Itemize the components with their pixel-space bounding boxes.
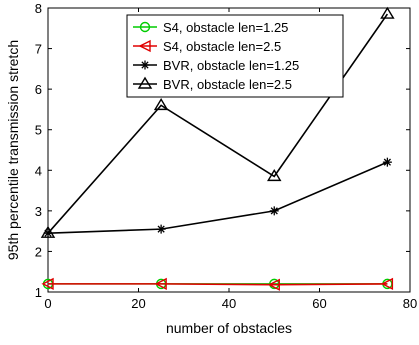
y-tick-label: 8 — [35, 1, 42, 16]
y-tick-label: 5 — [35, 123, 42, 138]
y-tick-label: 2 — [35, 244, 42, 259]
legend-box — [126, 14, 344, 98]
x-tick-label: 80 — [403, 296, 417, 311]
star-stroke — [157, 225, 165, 233]
legend-marker — [139, 21, 151, 33]
y-tick-label: 7 — [35, 42, 42, 57]
star-stroke — [141, 61, 149, 69]
legend-entry: BVR, obstacle len=2.5 — [163, 77, 292, 92]
legend-marker — [140, 60, 150, 70]
x-tick-label: 40 — [222, 296, 236, 311]
data-point — [380, 277, 394, 291]
data-point — [156, 224, 166, 234]
y-axis-label: 95th percentile transmission stretch — [5, 40, 21, 260]
legend-entry: S4, obstacle len=2.5 — [163, 39, 281, 54]
legend-entry: S4, obstacle len=1.25 — [163, 20, 288, 35]
data-point — [267, 169, 282, 182]
x-tick-label: 60 — [312, 296, 326, 311]
data-point — [40, 225, 56, 238]
y-tick-label: 1 — [35, 285, 42, 300]
data-point — [41, 277, 54, 291]
data-point — [380, 6, 395, 19]
x-tick-label: 20 — [131, 296, 145, 311]
series-line-1 — [48, 283, 388, 286]
star-stroke — [270, 207, 278, 215]
x-tick-label: 0 — [44, 296, 51, 311]
star-stroke — [383, 158, 391, 166]
data-point — [153, 98, 169, 111]
data-point — [269, 206, 279, 216]
data-point — [267, 278, 280, 291]
legend-entry: BVR, obstacle len=1.25 — [163, 58, 299, 73]
y-tick-label: 3 — [35, 204, 42, 219]
series-line-2 — [47, 161, 388, 234]
x-axis-label: number of obstacles — [166, 320, 292, 336]
legend-marker — [137, 76, 153, 89]
y-tick-label: 6 — [35, 82, 42, 97]
y-tick-label: 4 — [35, 163, 42, 178]
legend-marker — [138, 39, 151, 53]
data-point — [154, 277, 167, 291]
legend: S4, obstacle len=1.25 S4, obstacle len=2.… — [126, 14, 344, 98]
data-point — [382, 157, 392, 167]
